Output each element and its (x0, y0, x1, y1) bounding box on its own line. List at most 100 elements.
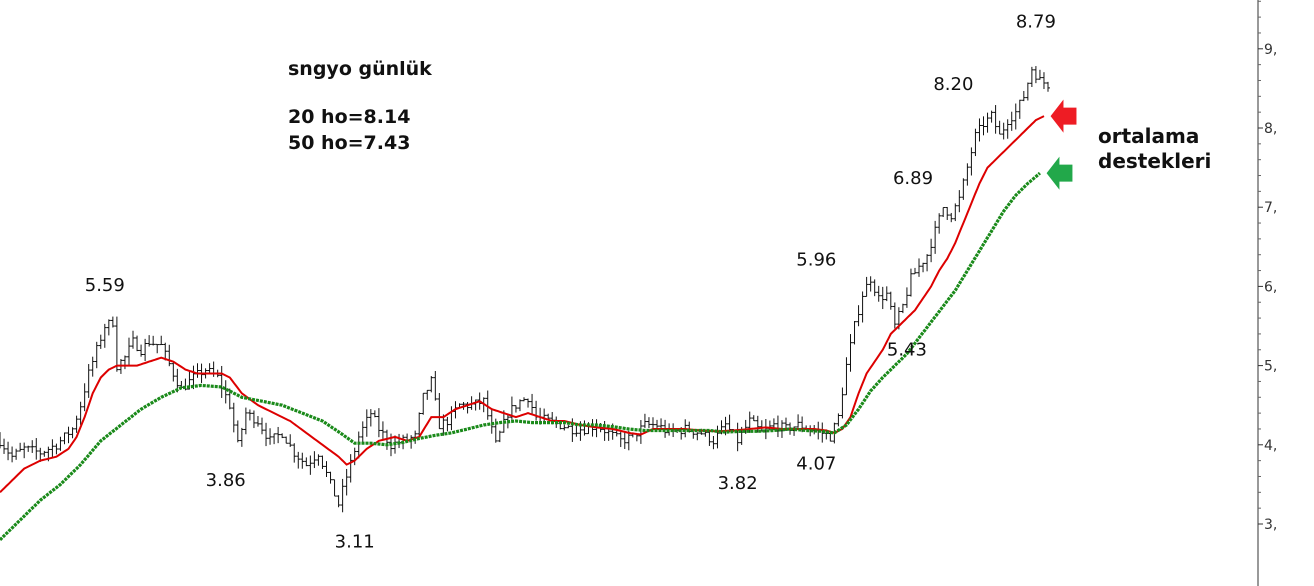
callout-line-2: destekleri (1098, 149, 1212, 173)
price-bar (425, 389, 430, 400)
price-bar (904, 287, 909, 308)
price-bar (94, 341, 99, 369)
price-bar (646, 417, 651, 429)
price-bar (251, 410, 256, 429)
price-labels: 5.59 3.86 3.11 3.82 4.07 5.96 5.43 6.89 8.20 8.79 (85, 11, 1056, 552)
left-arrow-icon (1045, 153, 1074, 193)
price-bars (0, 66, 1050, 513)
y-tick-label: 5, (1264, 359, 1277, 375)
price-bar (900, 303, 905, 314)
price-bar (437, 393, 442, 430)
price-bar (860, 291, 865, 323)
price-bar (239, 427, 244, 447)
price-annotation: 8.20 (933, 74, 973, 95)
price-bar (324, 461, 329, 478)
price-bar (211, 361, 216, 377)
price-bar (937, 213, 942, 234)
y-axis: 3, 4, 5, 6, 7, 8, 9, (1257, 0, 1277, 586)
price-bar (707, 430, 712, 446)
price-bar (989, 110, 994, 123)
price-bar (534, 400, 539, 421)
price-bar (110, 316, 115, 328)
price-bar (868, 276, 873, 292)
price-bar (6, 441, 11, 461)
price-bar (260, 417, 264, 435)
price-bar (38, 447, 43, 462)
price-bar (1041, 72, 1046, 90)
price-bar (1037, 69, 1042, 80)
callout-line-1: ortalama (1098, 124, 1200, 148)
price-bar (977, 118, 982, 142)
y-tick-label: 3, (1264, 517, 1277, 533)
price-bar (207, 363, 212, 374)
price-bar (58, 436, 63, 451)
price-annotation: 5.43 (887, 340, 927, 361)
price-bar (135, 335, 140, 352)
price-bar (884, 286, 889, 302)
price-bar (1029, 66, 1034, 87)
price-bar (1001, 122, 1006, 140)
price-bar (485, 390, 490, 420)
price-bar (264, 422, 269, 447)
price-bar (852, 320, 857, 345)
price-bar (921, 262, 926, 273)
price-bar (1013, 103, 1018, 130)
price-bar (566, 425, 571, 429)
price-bar (316, 454, 321, 466)
price-bar (352, 447, 357, 466)
price-bar (711, 436, 716, 450)
price-bar (655, 419, 660, 429)
price-bar (219, 365, 224, 398)
y-tick-label: 9, (1264, 42, 1277, 58)
price-annotation: 5.59 (85, 275, 125, 296)
price-bar (618, 430, 623, 448)
price-bar (723, 416, 728, 436)
left-arrow-icon (1049, 96, 1078, 136)
price-bar (284, 436, 289, 444)
price-bar (78, 401, 83, 425)
price-bar (659, 418, 664, 429)
price-bar (933, 220, 938, 254)
price-bar (368, 409, 373, 427)
price-bar (888, 291, 893, 310)
price-bar (195, 363, 200, 378)
price-bar (143, 338, 148, 362)
price-bar (969, 147, 974, 176)
price-bar (50, 439, 55, 458)
price-bar (42, 450, 47, 457)
chart-title: sngyo günlük (288, 58, 432, 80)
price-bar (122, 355, 127, 370)
price-bar (973, 128, 978, 157)
price-bar (10, 446, 15, 463)
price-bar (292, 443, 297, 463)
price-bar (167, 344, 172, 367)
price-bar (54, 443, 59, 455)
price-bar (280, 433, 285, 439)
price-bar (517, 399, 522, 412)
price-bar (993, 105, 998, 134)
price-bar (22, 442, 27, 459)
price-bar (243, 407, 248, 435)
price-bar (288, 434, 293, 447)
price-bar (638, 420, 643, 444)
price-bar (328, 471, 333, 484)
price-bar (30, 440, 35, 453)
ma50-note: 50 ho=7.43 (288, 132, 411, 154)
price-bar (70, 427, 75, 439)
price-bar (1021, 90, 1026, 102)
y-tick-label: 8, (1264, 121, 1277, 137)
price-bar (155, 343, 160, 354)
price-bar (945, 206, 950, 220)
price-bar (856, 305, 861, 327)
price-bar (312, 451, 317, 469)
y-tick-label: 4, (1264, 438, 1277, 454)
price-bar (231, 402, 236, 433)
price-bar (957, 190, 962, 213)
price-bar (836, 413, 841, 427)
price-bar (308, 455, 313, 475)
price-bar (763, 418, 768, 440)
price-annotation: 4.07 (796, 453, 836, 474)
price-bar (62, 432, 67, 445)
price-bar (171, 361, 176, 382)
price-bar (1009, 111, 1014, 131)
